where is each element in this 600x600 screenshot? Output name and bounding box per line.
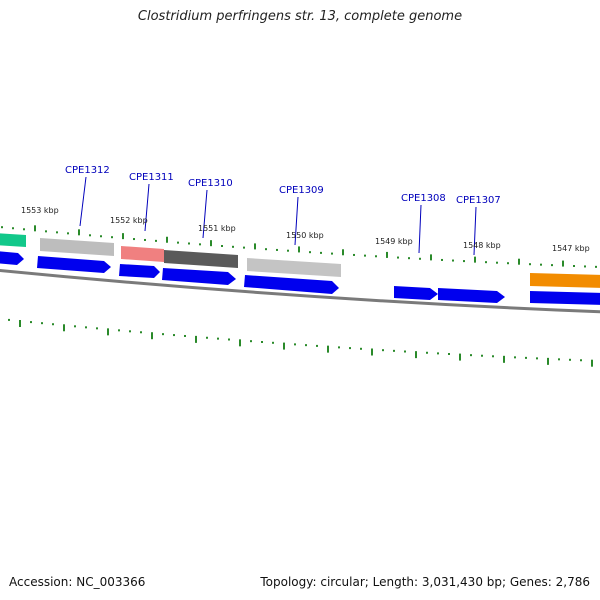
leader-line xyxy=(144,183,150,232)
gene-label-cpe1309[interactable]: CPE1309 xyxy=(279,185,324,246)
kbp-labels: 1553 kbp 1552 kbp 1551 kbp 1550 kbp 1549… xyxy=(21,206,590,253)
leader-line xyxy=(418,204,422,254)
gene-labels: CPE1312 CPE1311 CPE1310 CPE1309 CPE1308 … xyxy=(65,165,501,256)
kbp-label: 1552 kbp xyxy=(110,216,148,225)
kbp-label: 1553 kbp xyxy=(21,206,59,215)
feature-bar-orange[interactable] xyxy=(530,273,600,288)
accession-text: Accession: NC_003366 xyxy=(9,575,146,589)
feature-bar-teal[interactable] xyxy=(0,233,26,247)
feature-bars xyxy=(0,233,600,288)
kbp-label: 1547 kbp xyxy=(552,244,590,253)
kbp-label: 1549 kbp xyxy=(375,237,413,246)
cds-arrow[interactable] xyxy=(37,256,111,273)
leader-line xyxy=(294,196,299,246)
gene-label-text: CPE1310 xyxy=(188,178,233,189)
cds-arrow[interactable] xyxy=(0,251,24,265)
gene-label-text: CPE1308 xyxy=(401,193,446,204)
map-title: Clostridium perfringens str. 13, complet… xyxy=(137,9,463,24)
kbp-label: 1548 kbp xyxy=(463,241,501,250)
gene-label-text: CPE1307 xyxy=(456,195,501,206)
feature-bar-pink[interactable] xyxy=(121,246,164,262)
genome-summary-text: Topology: circular; Length: 3,031,430 bp… xyxy=(260,575,590,589)
cds-arrow[interactable] xyxy=(530,291,600,305)
cds-arrow[interactable] xyxy=(244,275,339,294)
feature-bar-grey[interactable] xyxy=(40,238,114,256)
kbp-label: 1550 kbp xyxy=(286,231,324,240)
gene-label-cpe1312[interactable]: CPE1312 xyxy=(65,165,110,227)
cds-arrow[interactable] xyxy=(119,264,160,278)
outer-tick-row xyxy=(1,225,597,268)
cds-arrow[interactable] xyxy=(394,286,438,300)
inner-tick-row xyxy=(8,318,593,367)
kbp-label: 1551 kbp xyxy=(198,224,236,233)
genome-backbone xyxy=(0,268,600,314)
leader-line xyxy=(473,206,477,256)
feature-bar-darkgrey[interactable] xyxy=(164,250,238,268)
gene-label-cpe1310[interactable]: CPE1310 xyxy=(188,178,233,239)
gene-label-text: CPE1311 xyxy=(129,172,174,183)
cds-arrow[interactable] xyxy=(162,268,236,285)
leader-line xyxy=(202,189,208,239)
leader-line xyxy=(79,176,87,227)
feature-bar-lightgrey[interactable] xyxy=(247,258,341,277)
gene-label-text: CPE1312 xyxy=(65,165,110,176)
cds-arrows xyxy=(0,251,600,305)
cds-arrow[interactable] xyxy=(438,288,505,303)
gene-label-cpe1311[interactable]: CPE1311 xyxy=(129,172,174,232)
gene-label-cpe1307[interactable]: CPE1307 xyxy=(456,195,501,256)
gene-label-text: CPE1309 xyxy=(279,185,324,196)
gene-label-cpe1308[interactable]: CPE1308 xyxy=(401,193,446,254)
